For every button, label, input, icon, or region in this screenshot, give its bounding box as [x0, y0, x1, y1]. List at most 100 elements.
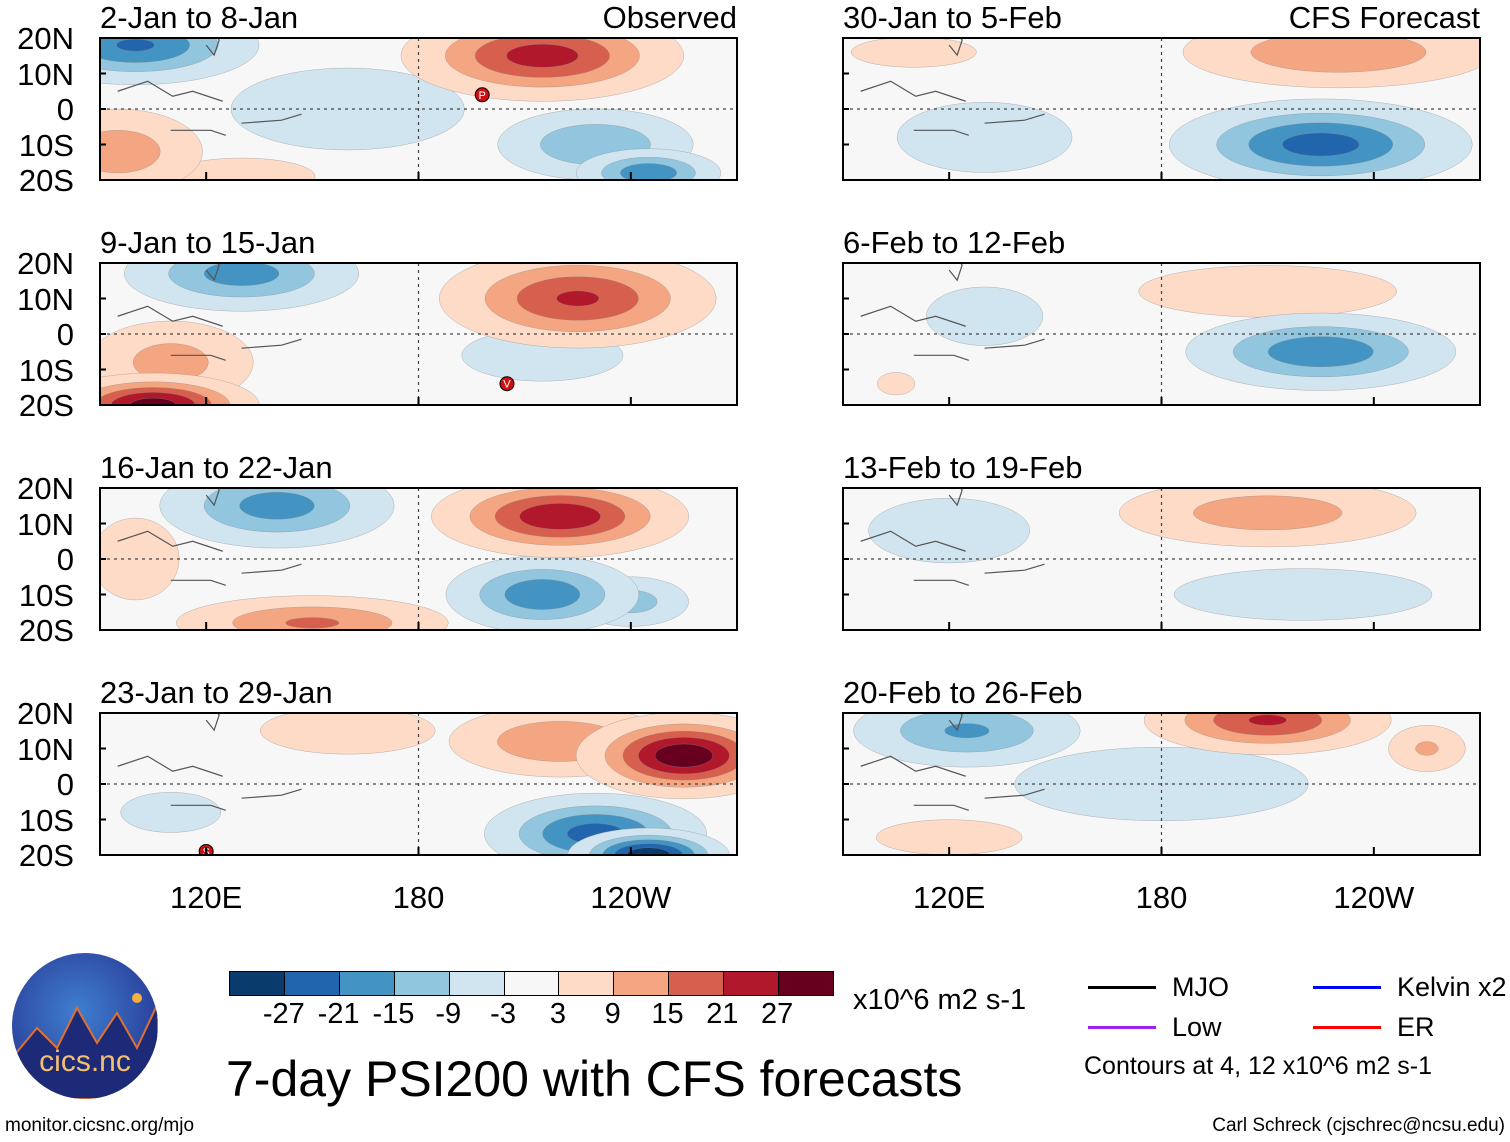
panel-title: 6-Feb to 12-Feb: [843, 225, 1066, 260]
colorbar-tick-label: -27: [262, 998, 305, 1030]
colorbar-tick-label: 15: [651, 998, 684, 1030]
panel-title: 13-Feb to 19-Feb: [843, 450, 1083, 485]
anomaly-contour-fill: [1248, 714, 1287, 726]
map-panel: [99, 487, 738, 631]
lon-label: 120E: [169, 880, 243, 915]
map-panel: [842, 712, 1481, 856]
panel-title: 16-Jan to 22-Jan: [100, 450, 333, 485]
panel-title: 2-Jan to 8-Jan: [100, 0, 299, 35]
lon-label: 180: [1135, 880, 1188, 915]
mountain-icon: [12, 993, 158, 1099]
colorbar-swatch: [778, 972, 833, 995]
colorbar-tick-label: 3: [549, 998, 566, 1030]
tropical-cyclone-marker-icon: [499, 376, 515, 392]
coastline: [117, 488, 302, 586]
anomaly-contour-fill: [926, 286, 1044, 346]
legend-swatch-mjo: [1088, 986, 1156, 989]
colorbar-swatch: [230, 972, 284, 995]
colorbar-swatch: [283, 972, 339, 995]
anomaly-contour-fill: [260, 713, 436, 755]
anomaly-contour-fill: [877, 372, 916, 396]
lat-label: 10N: [17, 506, 74, 542]
anomaly-contour-fill: [1250, 38, 1427, 73]
anomaly-contour-fill: [868, 498, 1030, 564]
anomaly-contour-fill: [1193, 495, 1343, 531]
colorbar-swatch: [613, 972, 669, 995]
anomaly-contour-fill: [851, 38, 977, 68]
colorbar-swatch: [723, 972, 779, 995]
marker-label: P: [479, 90, 486, 102]
anomaly-contour-fill: [620, 163, 677, 180]
lat-label: 20N: [17, 471, 74, 506]
lat-label: 20N: [17, 21, 74, 56]
lat-label: 20N: [17, 696, 74, 731]
colorbar-tick-label: -15: [372, 998, 415, 1030]
anomaly-contour-fill: [116, 38, 155, 52]
panel-title: 23-Jan to 29-Jan: [100, 675, 333, 710]
footer-author: Carl Schreck (cjschrec@ncsu.edu): [1212, 1115, 1505, 1136]
panel-title: 20-Feb to 26-Feb: [843, 675, 1083, 710]
colorbar-swatch: [668, 972, 724, 995]
coastline: [117, 263, 302, 361]
anomaly-contour-fill: [654, 743, 713, 768]
coastline: [860, 713, 1045, 811]
map-panel: [842, 262, 1481, 406]
legend-note: Contours at 4, 12 x10^6 m2 s-1: [1084, 1052, 1433, 1080]
map-panel: [842, 37, 1481, 181]
anomaly-contour-fill: [506, 44, 579, 68]
anomaly-contour-fill: [1415, 741, 1439, 756]
lat-label: 20S: [18, 838, 74, 873]
anomaly-contour-fill: [100, 130, 161, 174]
lat-label: 10N: [17, 56, 74, 92]
lon-label: 120W: [590, 880, 672, 915]
lat-label: 10S: [18, 802, 74, 838]
panel-kind-label: CFS Forecast: [1288, 0, 1480, 35]
colorbar-swatch: [338, 972, 394, 995]
anomaly-contour-fill: [944, 723, 990, 739]
legend-label: Low: [1172, 1012, 1222, 1042]
anomaly-contour-fill: [204, 263, 280, 286]
panel-title: 30-Jan to 5-Feb: [843, 0, 1062, 35]
colorbar-tick-label: 9: [604, 998, 621, 1030]
lat-label: 20S: [18, 613, 74, 648]
anomaly-contour-fill: [896, 102, 1073, 173]
lat-label: 20S: [18, 163, 74, 198]
legend-label: MJO: [1172, 972, 1229, 1002]
anomaly-contour-fill: [1282, 132, 1360, 157]
logo: cics.nc: [12, 953, 158, 1099]
lon-label: 120W: [1333, 880, 1415, 915]
colorbar-swatch: [558, 972, 614, 995]
anomaly-contour-fill: [504, 579, 581, 610]
lat-label: 10N: [17, 731, 74, 767]
colorbar-tick-label: 27: [761, 998, 794, 1030]
logo-text: cics.nc: [39, 1045, 131, 1078]
lat-label: 20N: [17, 246, 74, 281]
colorbar-tick-label: 21: [706, 998, 739, 1030]
colorbar-swatch: [393, 972, 449, 995]
colorbar-units: x10^6 m2 s-1: [853, 984, 1027, 1016]
lat-label: 0: [56, 542, 74, 577]
lon-label: 180: [392, 880, 445, 915]
coastline: [860, 38, 1045, 136]
lat-label: 0: [56, 767, 74, 802]
legend-swatch-er: [1313, 1026, 1381, 1029]
colorbar-swatch: [448, 972, 504, 995]
anomaly-contour-fill: [1267, 336, 1374, 367]
panel-kind-label: Observed: [602, 0, 737, 35]
anomaly-contour-fill: [1173, 568, 1433, 621]
anomaly-contour-fill: [120, 792, 222, 833]
tropical-cyclone-marker-icon: [474, 87, 490, 103]
colorbar-swatch: [503, 972, 559, 995]
coastline: [860, 263, 1045, 361]
legend-swatch-kelvin-x2: [1313, 986, 1381, 989]
anomaly-contour-fill: [239, 492, 315, 520]
anomaly-contour-fill: [1138, 265, 1397, 318]
footer-url: monitor.cicsnc.org/mjo: [5, 1115, 195, 1136]
colorbar-tick-label: -21: [317, 998, 360, 1030]
legend-label: ER: [1397, 1012, 1435, 1042]
colorbar-tick-label: -3: [490, 998, 516, 1030]
lat-label: 10S: [18, 352, 74, 388]
legend-label: Kelvin x2: [1397, 972, 1507, 1002]
lat-label: 0: [56, 317, 74, 352]
